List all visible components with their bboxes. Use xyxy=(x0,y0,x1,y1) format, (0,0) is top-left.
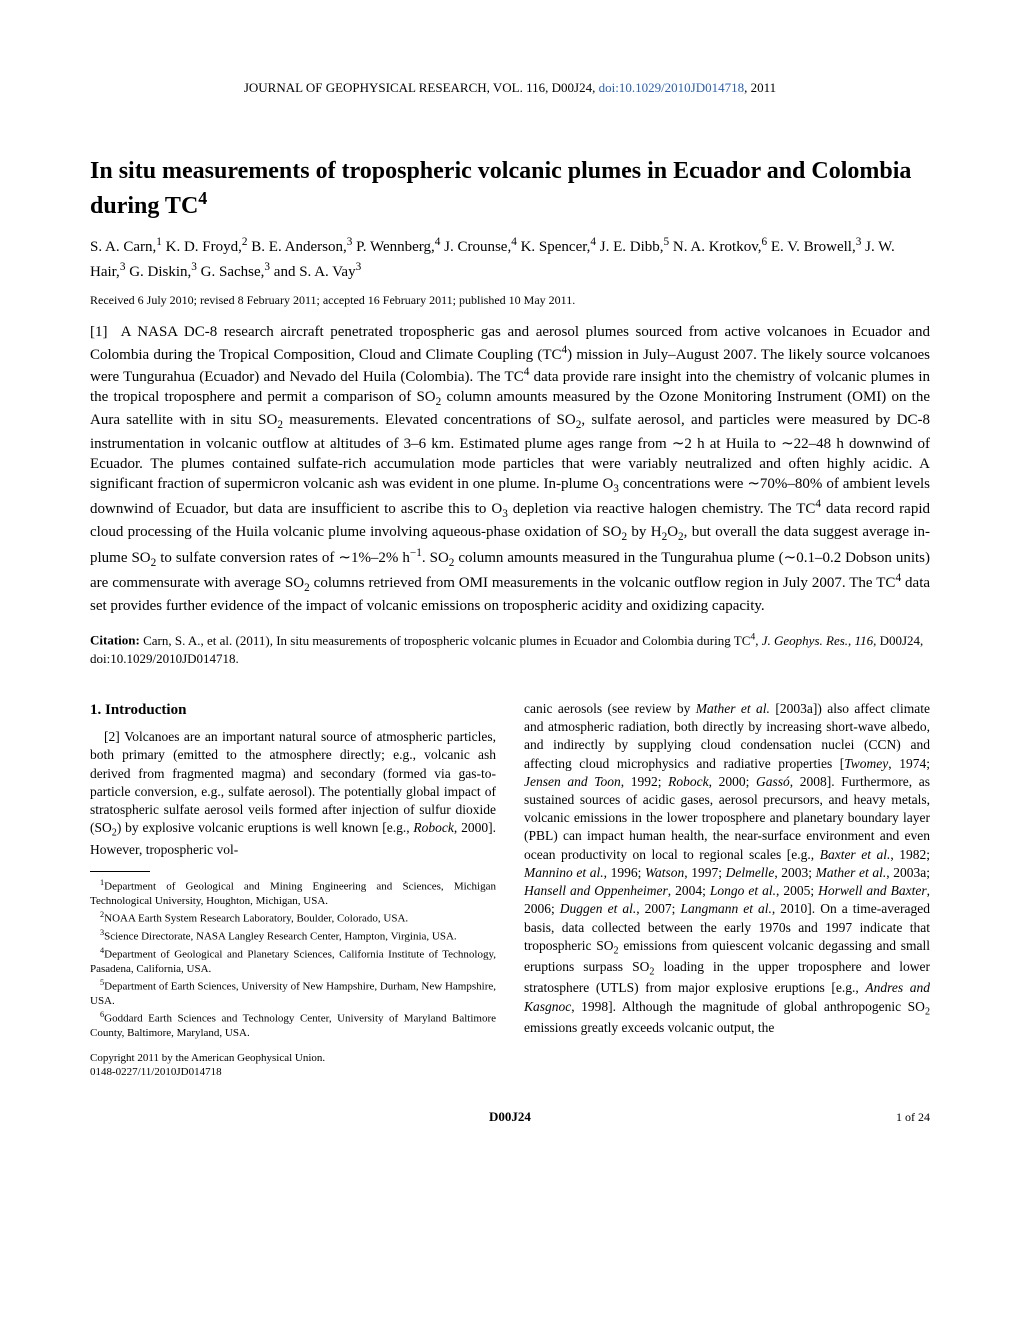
affiliation: 3Science Directorate, NASA Langley Resea… xyxy=(90,928,496,944)
page-footer: D00J24 1 of 24 xyxy=(90,1109,930,1125)
right-column: canic aerosols (see review by Mather et … xyxy=(524,700,930,1079)
left-column: 1. Introduction [2] Volcanoes are an imp… xyxy=(90,700,496,1079)
section-heading: 1. Introduction xyxy=(90,700,496,720)
journal-header-suffix: , 2011 xyxy=(744,80,776,95)
citation: Citation: Carn, S. A., et al. (2011), In… xyxy=(90,630,930,668)
received-line: Received 6 July 2010; revised 8 February… xyxy=(90,293,930,308)
affiliation: 5Department of Earth Sciences, Universit… xyxy=(90,978,496,1008)
citation-label: Citation: xyxy=(90,633,140,648)
body-paragraph: [2] Volcanoes are an important natural s… xyxy=(90,728,496,859)
page-number: 1 of 24 xyxy=(650,1110,930,1125)
abstract: [1] A NASA DC-8 research aircraft penetr… xyxy=(90,322,930,616)
affiliation: 2NOAA Earth System Research Laboratory, … xyxy=(90,910,496,926)
paper-title: In situ measurements of tropospheric vol… xyxy=(90,156,930,222)
body-paragraph: canic aerosols (see review by Mather et … xyxy=(524,700,930,1037)
article-number: D00J24 xyxy=(370,1109,650,1125)
authors: S. A. Carn,1 K. D. Froyd,2 B. E. Anderso… xyxy=(90,234,930,283)
copyright-issn: 0148-0227/11/2010JD014718 xyxy=(90,1065,496,1079)
affiliations: 1Department of Geological and Mining Eng… xyxy=(90,878,496,1041)
citation-text: Carn, S. A., et al. (2011), In situ meas… xyxy=(90,633,923,666)
two-column-body: 1. Introduction [2] Volcanoes are an imp… xyxy=(90,700,930,1079)
page: JOURNAL OF GEOPHYSICAL RESEARCH, VOL. 11… xyxy=(0,0,1020,1165)
journal-header-prefix: JOURNAL OF GEOPHYSICAL RESEARCH, VOL. 11… xyxy=(244,80,599,95)
journal-header: JOURNAL OF GEOPHYSICAL RESEARCH, VOL. 11… xyxy=(90,80,930,96)
affiliation-divider xyxy=(90,871,150,872)
copyright: Copyright 2011 by the American Geophysic… xyxy=(90,1051,496,1080)
affiliation: 6Goddard Earth Sciences and Technology C… xyxy=(90,1010,496,1040)
doi-link[interactable]: doi:10.1029/2010JD014718 xyxy=(599,80,745,95)
copyright-line: Copyright 2011 by the American Geophysic… xyxy=(90,1051,496,1065)
affiliation: 1Department of Geological and Mining Eng… xyxy=(90,878,496,908)
affiliation: 4Department of Geological and Planetary … xyxy=(90,946,496,976)
